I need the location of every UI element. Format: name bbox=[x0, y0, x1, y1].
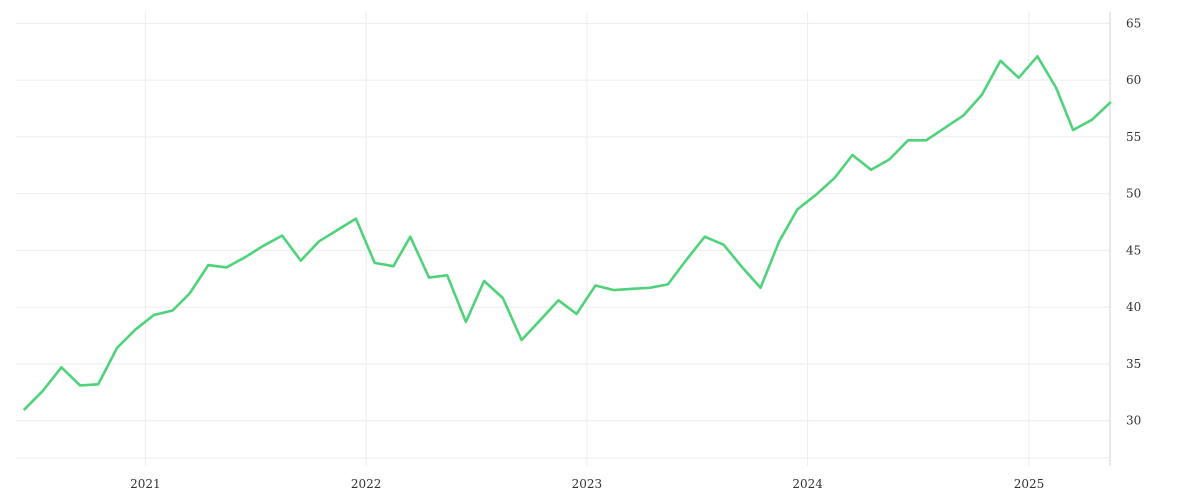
y-tick-label: 35 bbox=[1126, 357, 1141, 371]
x-tick-label: 2022 bbox=[351, 477, 382, 491]
y-tick-label: 55 bbox=[1126, 130, 1141, 144]
y-tick-label: 60 bbox=[1126, 73, 1141, 87]
y-tick-label: 65 bbox=[1126, 16, 1141, 30]
label-layer: 30 35 40 45 50 55 60 65 2021 2022 2023 2024 2025 bbox=[130, 16, 1141, 491]
x-tick-label: 2024 bbox=[792, 477, 823, 491]
series-layer bbox=[23, 54, 1112, 411]
x-tick-label: 2023 bbox=[572, 477, 603, 491]
y-tick-label: 40 bbox=[1126, 300, 1141, 314]
x-tick-label: 2021 bbox=[130, 477, 161, 491]
series-line bbox=[23, 54, 1112, 411]
y-tick-label: 30 bbox=[1126, 414, 1141, 428]
y-tick-label: 50 bbox=[1126, 187, 1141, 201]
x-tick-label: 2025 bbox=[1014, 477, 1045, 491]
grid-layer bbox=[16, 12, 1110, 466]
y-tick-label: 45 bbox=[1126, 243, 1141, 257]
